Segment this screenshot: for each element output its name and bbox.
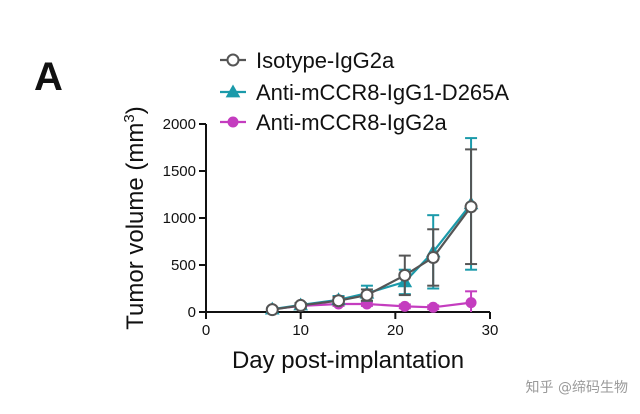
legend-item: Anti-mCCR8-IgG2a: [220, 110, 447, 135]
data-point: [360, 288, 374, 302]
y-axis-title-superscript: 3: [121, 114, 138, 122]
legend-label: Isotype-IgG2a: [256, 48, 395, 73]
y-axis-title-main: Tumor volume (mm: [122, 123, 149, 330]
series-isotype-igg2a: [265, 148, 478, 317]
y-axis-title-close: ): [122, 106, 149, 114]
y-axis-title: Tumor volume (mm3): [121, 106, 149, 329]
data-point: [332, 294, 346, 308]
y-tick-label: 1500: [163, 163, 196, 180]
data-point: [398, 268, 412, 282]
plot-area: 0 10 20 30 0 500 1000 1500 2000: [163, 116, 499, 339]
legend-marker: [226, 53, 240, 67]
data-point: [265, 303, 279, 317]
data-point: [464, 200, 478, 214]
x-tick-label: 30: [482, 322, 499, 339]
panel-label: A: [34, 55, 63, 99]
legend-item: Isotype-IgG2a: [220, 48, 395, 73]
watermark-text: 知乎 @缔码生物: [526, 379, 628, 396]
series-layer: [264, 137, 479, 317]
legend-label: Anti-mCCR8-IgG2a: [256, 110, 447, 135]
data-point: [426, 250, 440, 264]
data-point: [465, 297, 477, 309]
x-axis-title: Day post-implantation: [232, 347, 464, 374]
legend-marker: [225, 84, 241, 98]
data-point: [427, 301, 439, 313]
x-tick-label: 0: [202, 322, 210, 339]
y-tick-label: 0: [188, 304, 196, 321]
legend-marker: [227, 116, 239, 128]
y-tick-label: 2000: [163, 116, 196, 133]
axes: 0 10 20 30 0 500 1000 1500 2000: [163, 116, 499, 339]
legend: Isotype-IgG2a Anti-mCCR8-IgG1-D265A Anti-m…: [220, 48, 509, 135]
legend-label: Anti-mCCR8-IgG1-D265A: [256, 80, 509, 105]
series-anti-mccr8-igg1-d265a: [264, 137, 479, 315]
y-tick-label: 1000: [163, 210, 196, 227]
x-tick-label: 10: [292, 322, 309, 339]
y-tick-label: 500: [171, 257, 196, 274]
legend-item: Anti-mCCR8-IgG1-D265A: [220, 80, 509, 105]
data-point: [294, 298, 308, 312]
x-tick-label: 20: [387, 322, 404, 339]
data-point: [399, 300, 411, 312]
